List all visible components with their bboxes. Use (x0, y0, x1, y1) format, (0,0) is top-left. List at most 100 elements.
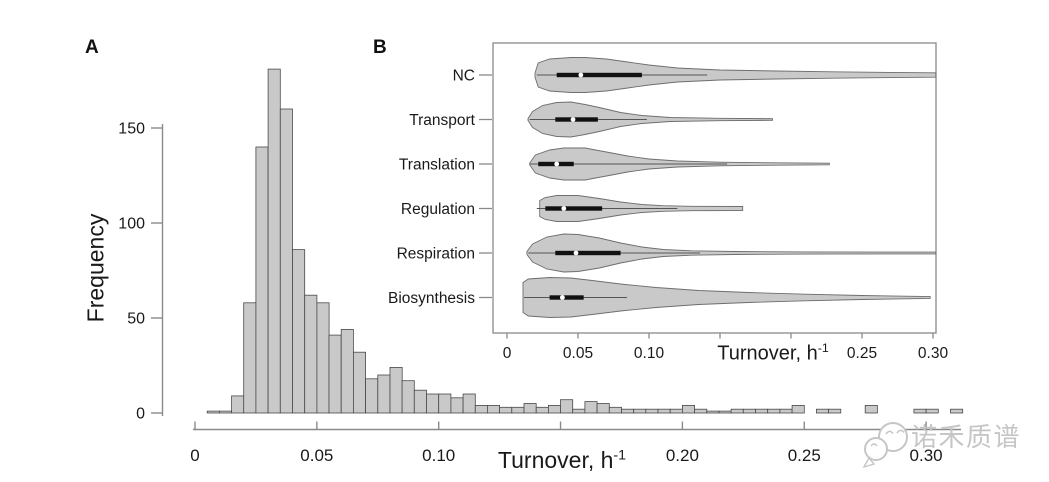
histogram-bar (596, 403, 610, 414)
histogram-bar (669, 408, 683, 414)
histogram-bar (694, 408, 708, 414)
y-tick-label: 150 (118, 121, 145, 138)
histogram-bar (816, 408, 829, 414)
histogram-bar (499, 406, 513, 414)
histogram-bar (486, 404, 500, 414)
histogram-bar (657, 408, 671, 414)
watermark-text: 诺禾质谱 (911, 422, 1021, 452)
violin-median-dot (578, 72, 584, 78)
violin-box (545, 206, 603, 211)
violin-median-dot (561, 206, 567, 211)
category-label: Translation (399, 157, 475, 174)
x-tick-label: 0 (190, 446, 199, 465)
histogram-bar (474, 404, 488, 414)
histogram-bar (328, 334, 342, 414)
histogram-bar (645, 408, 659, 414)
category-label: NC (453, 68, 475, 85)
x-tick-label: 0.30 (918, 345, 949, 362)
histogram-bar (755, 408, 769, 414)
histogram-bar (950, 408, 964, 414)
histogram-bar (767, 408, 781, 414)
watermark-tail-icon (862, 456, 876, 469)
histogram-bar (548, 404, 561, 414)
y-tick-label: 100 (118, 216, 145, 233)
histogram-bar (523, 403, 537, 414)
histogram-bar (377, 374, 391, 414)
histogram-bar (828, 408, 842, 414)
histogram-bar (340, 328, 354, 414)
histogram-bar (450, 397, 464, 414)
histogram-bar (730, 408, 744, 414)
x-axis-title-text: Turnover, h (717, 342, 818, 365)
histogram-bar (913, 408, 927, 414)
histogram-bar (864, 404, 878, 414)
watermark-eye-icon (870, 443, 878, 447)
histogram-bar (718, 410, 732, 414)
violin-NC (534, 57, 937, 93)
watermark-eye-icon (896, 429, 905, 434)
violin-Respiration (526, 233, 937, 273)
histogram-bar (584, 401, 598, 414)
histogram-bar (218, 410, 232, 414)
panel-a-label: A (85, 37, 99, 58)
x-axis-title-sup: -1 (817, 341, 829, 355)
histogram-bar (535, 406, 549, 414)
violin-median-dot (570, 117, 576, 122)
violin-Biosynthesis (522, 277, 931, 318)
violin-median-dot (554, 161, 560, 167)
x-tick-label: 0.10 (634, 345, 665, 362)
y-tick-label: 0 (136, 406, 145, 423)
x-tick-label: 0.25 (788, 446, 821, 465)
violin-box (555, 250, 621, 256)
histogram-bar (682, 404, 695, 414)
violin-median-dot (573, 250, 579, 256)
histogram-bar (779, 408, 793, 414)
violin-box (555, 117, 598, 122)
x-tick-label: 0.05 (563, 345, 593, 362)
histogram-bar (389, 366, 403, 414)
x-axis-title-text: Turnover, h (497, 447, 614, 473)
violin-Transport (527, 101, 773, 138)
violin-median-dot (559, 295, 565, 300)
x-tick-label: 0.25 (847, 345, 877, 362)
histogram-bar (365, 378, 379, 414)
category-label: Transport (409, 112, 475, 129)
histogram-bar (243, 302, 257, 414)
y-axis-title-frequency: Frequency (82, 213, 109, 323)
panel-a-histogram: 0 50 100 150 0 0.05 0.10 0.20 0.25 0.30 (118, 68, 964, 465)
histogram-bar (706, 410, 720, 414)
histogram-bar (413, 389, 427, 414)
histogram-bar (925, 408, 939, 414)
x-tick-label: 0 (503, 345, 512, 362)
x-axis-title-panel-b: Turnover, h-1 (717, 341, 828, 366)
panel-b-violins: NC Transport Translation Regulation Respirat… (388, 42, 949, 362)
x-tick-label: 0.20 (666, 446, 699, 465)
y-tick-label: 50 (127, 311, 145, 328)
x-tick-label: 0.05 (300, 446, 333, 465)
histogram-bar (462, 393, 476, 414)
x-axis-title-panel-a: Turnover, h-1 (498, 447, 626, 474)
histogram-bar (231, 395, 245, 414)
violin-box (556, 72, 642, 78)
watermark-bubble-icon (864, 437, 888, 461)
histogram-bar (304, 294, 318, 414)
x-axis-title-sup: -1 (613, 447, 627, 464)
histogram-bar (267, 68, 281, 414)
category-label: Regulation (401, 201, 475, 218)
watermark-eye-icon (885, 430, 894, 435)
histogram-bar (608, 406, 622, 414)
histogram-bar (742, 408, 756, 414)
watermark: 诺禾质谱 (862, 422, 1021, 469)
histogram-bar (572, 408, 586, 414)
x-tick-label: 0.10 (422, 446, 455, 465)
histogram-bar (255, 146, 269, 414)
histogram-bar (791, 404, 805, 414)
histogram-bar (279, 108, 293, 414)
histogram-bar (511, 406, 525, 414)
histogram-bar (292, 249, 306, 414)
histogram-bar (621, 408, 635, 414)
histogram-bar (426, 393, 440, 414)
panel-b-label: B (373, 37, 387, 58)
